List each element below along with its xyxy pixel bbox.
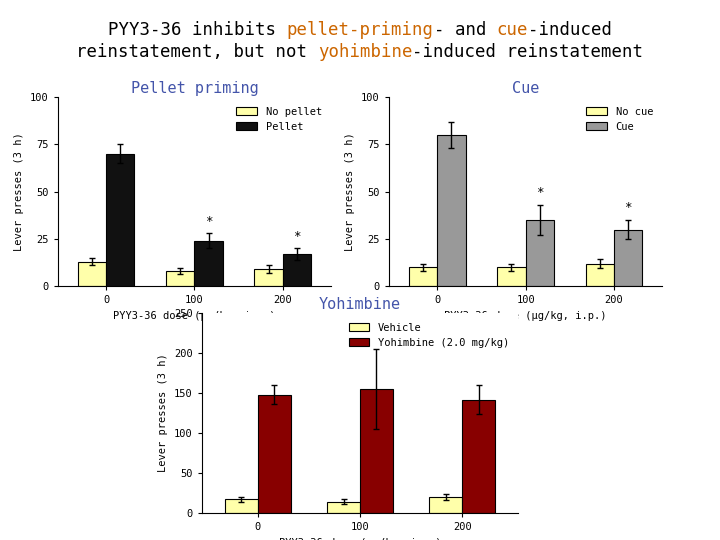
Y-axis label: Lever presses (3 h): Lever presses (3 h) — [158, 354, 168, 472]
Bar — [430, 497, 462, 513]
Text: *: * — [293, 230, 300, 243]
X-axis label: PYY3-36 dose (μg/kg, i.p.): PYY3-36 dose (μg/kg, i.p.) — [279, 538, 441, 540]
Bar — [526, 220, 554, 286]
Bar — [225, 500, 258, 513]
Bar — [328, 502, 360, 513]
Title: Cue: Cue — [512, 81, 539, 96]
Legend: Vehicle, Yohimbine (2.0 mg/kg): Vehicle, Yohimbine (2.0 mg/kg) — [344, 319, 513, 352]
Bar — [437, 135, 466, 286]
Bar — [409, 267, 437, 286]
Legend: No pellet, Pellet: No pellet, Pellet — [233, 103, 326, 136]
Bar — [614, 230, 642, 286]
Bar — [360, 389, 392, 513]
Text: yohimbine: yohimbine — [318, 43, 413, 61]
Text: -induced: -induced — [528, 21, 612, 39]
Text: *: * — [624, 201, 631, 214]
Bar — [106, 154, 135, 286]
Bar — [462, 400, 495, 513]
Text: cue: cue — [497, 21, 528, 39]
Legend: No cue, Cue: No cue, Cue — [582, 103, 657, 136]
Bar — [498, 267, 526, 286]
Bar — [258, 395, 290, 513]
Bar — [585, 264, 614, 286]
Y-axis label: Lever presses (3 h): Lever presses (3 h) — [14, 132, 24, 251]
Bar — [283, 254, 311, 286]
Text: *: * — [536, 186, 544, 199]
Title: Yohimbine: Yohimbine — [319, 297, 401, 312]
Bar — [194, 241, 222, 286]
Bar — [254, 269, 283, 286]
X-axis label: PYY3-36 dose (μg/kg, i.p.): PYY3-36 dose (μg/kg, i.p.) — [113, 311, 276, 321]
Text: *: * — [204, 214, 212, 228]
X-axis label: PYY3-36 dose (μg/kg, i.p.): PYY3-36 dose (μg/kg, i.p.) — [444, 311, 607, 321]
Title: Pellet priming: Pellet priming — [130, 81, 258, 96]
Text: -induced reinstatement: -induced reinstatement — [413, 43, 644, 61]
Text: - and: - and — [433, 21, 497, 39]
Text: PYY3-36 inhibits: PYY3-36 inhibits — [108, 21, 287, 39]
Y-axis label: Lever presses (3 h): Lever presses (3 h) — [346, 132, 356, 251]
Bar — [166, 271, 194, 286]
Text: reinstatement, but not: reinstatement, but not — [76, 43, 318, 61]
Bar — [78, 261, 106, 286]
Text: pellet-priming: pellet-priming — [287, 21, 433, 39]
